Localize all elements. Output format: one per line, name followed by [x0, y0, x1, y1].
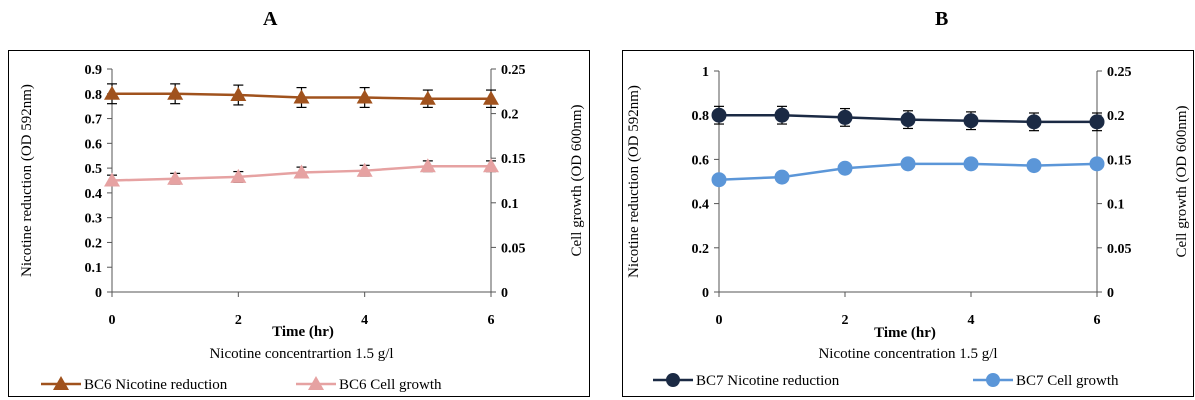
data-point [774, 107, 790, 123]
data-point [419, 90, 436, 105]
x-tick-label: 2 [235, 313, 242, 328]
x-axis-title: Time (hr) [272, 324, 334, 340]
x-tick-label: 6 [488, 313, 495, 328]
data-point [774, 169, 790, 185]
y-tick-label: 0.5 [85, 162, 103, 177]
chart-panel-b: 0 0.2 0.4 0.6 0.8 1 0 0.05 0.1 0.15 0.2 0.25 0 2 4 6 Tim… [622, 50, 1194, 397]
y-tick-label: 0.9 [85, 63, 103, 78]
y-tick-label: 0 [95, 286, 102, 301]
chart-b-svg: 0 0.2 0.4 0.6 0.8 1 0 0.05 0.1 0.15 0.2 0.25 0 2 4 6 Tim… [626, 65, 1190, 389]
y-tick-label: 0.1 [85, 261, 103, 276]
y2-axis-title: Cell growth (OD 600nm) [1174, 105, 1190, 257]
data-point [230, 87, 247, 102]
data-point [837, 109, 853, 125]
data-point [1026, 158, 1042, 174]
legend-swatch-marker [666, 373, 680, 387]
y-tick-label: 0.6 [85, 137, 103, 152]
chart-panel-a: 0 0.1 0.2 0.3 0.4 0.5 0.6 0.7 0.8 0.9 0 0.05 0.1 0.15… [8, 50, 590, 397]
legend-swatch-marker [53, 376, 69, 390]
y-tick-label: 0.6 [692, 153, 710, 168]
x-tick-label: 4 [361, 313, 368, 328]
x-tick-label: 6 [1094, 313, 1101, 328]
legend-label: BC7 Nicotine reduction [696, 373, 840, 389]
y-tick-label: 1 [702, 65, 709, 80]
data-point [104, 85, 120, 100]
x-tick-label: 4 [968, 313, 975, 328]
data-point [419, 158, 436, 173]
data-point [293, 164, 310, 179]
legend-label: BC6 Cell growth [339, 377, 442, 393]
y-tick-label: 0.4 [85, 187, 103, 202]
y-tick-label: 0.3 [85, 212, 103, 227]
data-point [167, 85, 184, 100]
legend-label: BC7 Cell growth [1016, 373, 1119, 389]
data-point [900, 156, 916, 172]
y2-tick-label: 0.05 [1107, 242, 1132, 257]
x-axis-title: Time (hr) [874, 325, 936, 341]
data-point [356, 162, 373, 177]
y2-tick-label: 0.15 [1107, 153, 1132, 168]
legend-swatch-marker [986, 373, 1000, 387]
data-point [230, 168, 247, 183]
x-tick-label: 0 [716, 313, 723, 328]
panel-label-a: A [263, 8, 278, 30]
x-tick-label: 0 [109, 313, 116, 328]
y-tick-label: 0.7 [85, 113, 103, 128]
data-point [167, 170, 184, 185]
y2-tick-label: 0.1 [501, 197, 519, 212]
panel-label-b: B [935, 8, 949, 30]
data-point [1089, 114, 1105, 130]
legend-label: BC6 Nicotine reduction [84, 377, 228, 393]
data-point [483, 90, 499, 105]
y-axis-title: Nicotine reduction (OD 592nm) [626, 85, 642, 278]
data-point [293, 89, 310, 104]
chart-note: Nicotine concentration 1.5 g/l [818, 346, 997, 362]
y-tick-label: 0.8 [692, 109, 710, 124]
data-point [900, 112, 916, 128]
y-axis-title: Nicotine reduction (OD 592nm) [19, 84, 35, 277]
data-point [1026, 114, 1042, 130]
y2-tick-label: 0.2 [1107, 109, 1125, 124]
y2-axis-title: Cell growth (OD 600nm) [569, 104, 585, 256]
data-point [837, 160, 853, 176]
data-point [1089, 156, 1105, 172]
y-tick-label: 0 [702, 286, 709, 301]
data-point [356, 89, 373, 104]
data-point [711, 107, 727, 123]
data-point [963, 156, 979, 172]
data-point [483, 158, 499, 173]
chart-a-svg: 0 0.1 0.2 0.3 0.4 0.5 0.6 0.7 0.8 0.9 0 0.05 0.1 0.15… [19, 63, 585, 393]
y-tick-label: 0.2 [85, 236, 103, 251]
data-point [711, 172, 727, 188]
legend-swatch-marker [308, 376, 324, 390]
y-tick-label: 0.4 [692, 198, 710, 213]
y2-tick-label: 0.05 [501, 241, 526, 256]
y-tick-label: 0.8 [85, 88, 103, 103]
y2-tick-label: 0.15 [501, 152, 526, 167]
y2-tick-label: 0 [1107, 286, 1114, 301]
chart-note: Nicotine concentrartion 1.5 g/l [209, 346, 393, 362]
y2-tick-label: 0.1 [1107, 198, 1125, 213]
y2-tick-label: 0.2 [501, 108, 519, 123]
y2-tick-label: 0 [501, 286, 508, 301]
data-point [104, 172, 120, 187]
y2-tick-label: 0.25 [1107, 65, 1132, 80]
data-point [963, 113, 979, 129]
x-tick-label: 2 [842, 313, 849, 328]
y-tick-label: 0.2 [692, 242, 710, 257]
y2-tick-label: 0.25 [501, 63, 526, 78]
